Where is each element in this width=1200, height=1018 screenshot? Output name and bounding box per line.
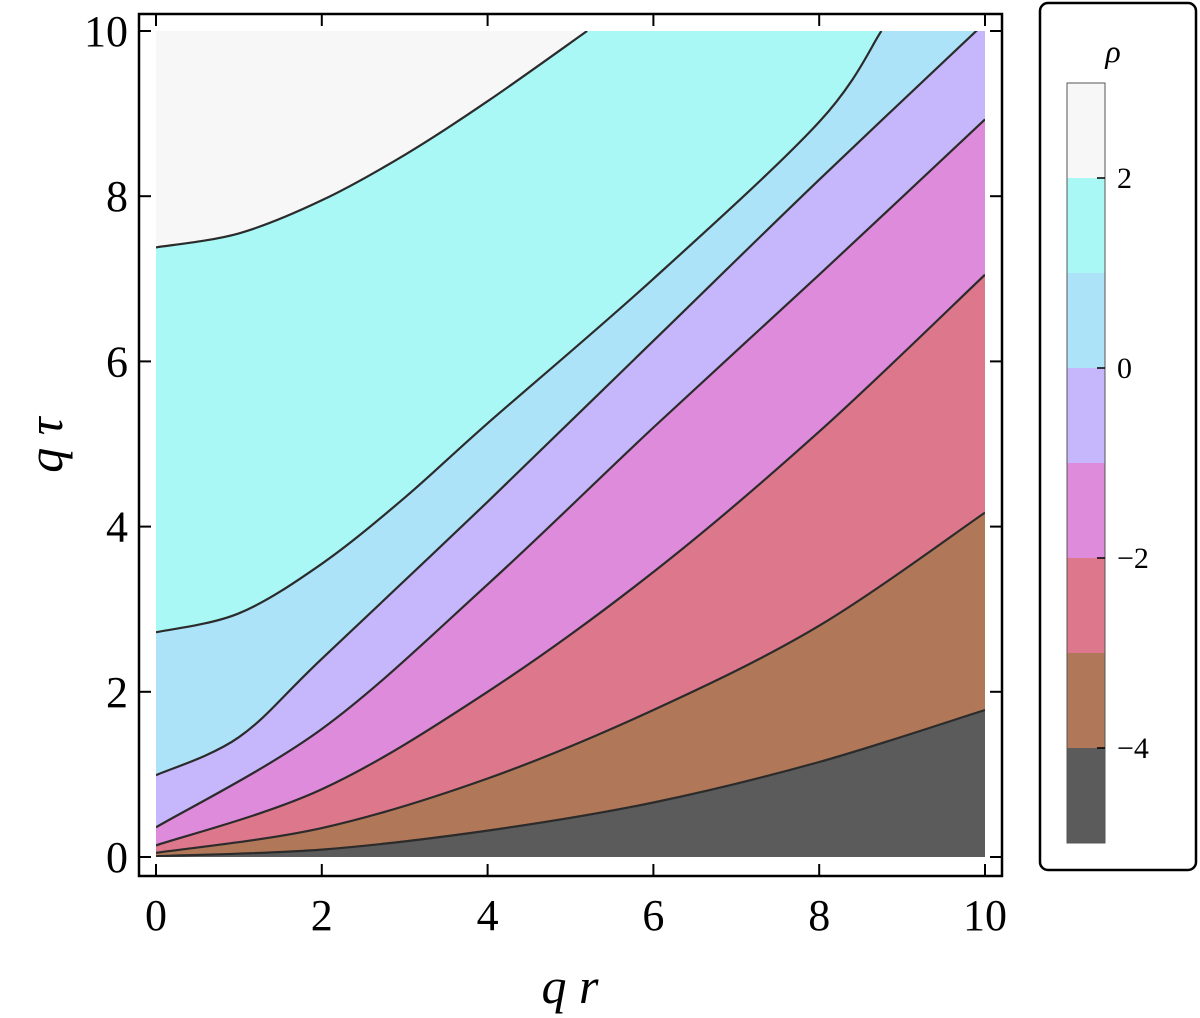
colorbar-swatch	[1067, 273, 1105, 368]
colorbar-swatch	[1067, 83, 1105, 178]
colorbar-ticks: 2 0 −2 −4	[1097, 162, 1149, 765]
colorbar-swatch	[1067, 368, 1105, 463]
contour-band	[156, 710, 985, 857]
contour-line	[156, 31, 978, 777]
x-tick-label: 10	[963, 891, 1007, 940]
contour-bands	[156, 31, 985, 857]
y-tick-label: 0	[106, 833, 128, 882]
plot-frame	[137, 12, 1004, 878]
y-tick-label: 8	[106, 172, 128, 221]
colorbar-swatch	[1067, 653, 1105, 748]
y-tick-label: 2	[106, 668, 128, 717]
colorbar-swatch	[1067, 558, 1105, 653]
y-tick-label: 10	[84, 7, 128, 56]
x-tick-label: 6	[642, 891, 664, 940]
contour-line	[156, 31, 588, 249]
x-axis-ticks: 0 2 4 6 8 10	[145, 14, 1007, 940]
x-axis-title: q r	[542, 958, 600, 1014]
x-tick-label: 2	[311, 891, 333, 940]
colorbar-tick-label: −4	[1117, 732, 1149, 765]
contour-band	[156, 512, 985, 857]
contour-line	[156, 708, 985, 857]
y-tick-label: 4	[106, 503, 128, 552]
x-tick-label: 8	[808, 891, 830, 940]
colorbar-swatch	[1067, 748, 1105, 843]
colorbar-tick-label: 2	[1117, 162, 1132, 195]
colorbar-swatch	[1067, 178, 1105, 273]
colorbar-frame	[1066, 82, 1106, 844]
y-tick-label: 6	[106, 337, 128, 386]
colorbar-swatch	[1067, 463, 1105, 558]
legend-title: ρ	[1104, 33, 1120, 69]
colorbar-tick-label: 0	[1117, 352, 1132, 385]
colorbar-tick-label: −2	[1117, 542, 1149, 575]
x-tick-label: 4	[477, 891, 499, 940]
contour-line	[156, 273, 985, 847]
legend: ρ 2 0 −2 −4	[1038, 1, 1198, 872]
x-tick-label: 0	[145, 891, 167, 940]
y-axis-ticks: 0 2 4 6 8 10	[84, 7, 1002, 882]
contour-lines	[156, 31, 985, 857]
contour-line	[156, 118, 985, 829]
contour-line	[156, 511, 985, 854]
contour-line	[156, 31, 883, 634]
colorbar	[1066, 82, 1106, 844]
y-axis-title: q τ	[17, 415, 73, 473]
